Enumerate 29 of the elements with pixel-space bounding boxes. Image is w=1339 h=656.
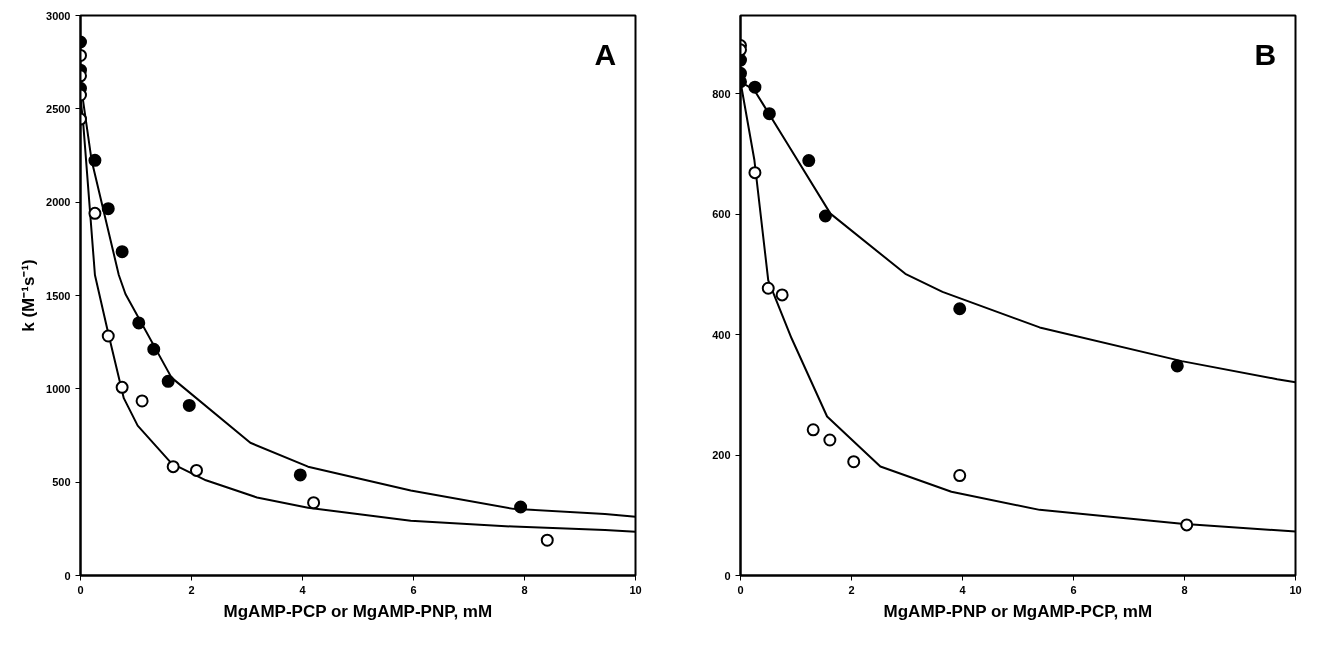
annotation: B bbox=[1254, 37, 1277, 71]
x-tick-label: 4 bbox=[959, 583, 967, 596]
x-tick-label: 8 bbox=[521, 583, 528, 596]
x-axis-title: MgAMP-PCP or MgAMP-PNP, mM bbox=[223, 601, 493, 621]
x-tick-label: 4 bbox=[299, 583, 307, 596]
x-tick-label: 2 bbox=[188, 583, 195, 596]
y-tick-label: 3000 bbox=[46, 9, 71, 22]
y-tick-label: 200 bbox=[712, 449, 731, 462]
y-tick-label: 400 bbox=[712, 328, 731, 341]
y-tick-label: 500 bbox=[52, 476, 71, 489]
x-tick-label: 6 bbox=[410, 583, 417, 596]
y-tick-label: 2500 bbox=[46, 102, 71, 115]
x-tick-label: 8 bbox=[1181, 583, 1188, 596]
x-tick-label: 6 bbox=[1070, 583, 1077, 596]
x-tick-label: 10 bbox=[1289, 583, 1302, 596]
y-tick-label: 800 bbox=[712, 87, 731, 100]
annotation: A bbox=[594, 37, 617, 71]
y-tick-label: 0 bbox=[724, 569, 731, 582]
y-tick-label: 1000 bbox=[46, 382, 71, 395]
y-tick-label: 2000 bbox=[46, 196, 71, 209]
x-tick-label: 0 bbox=[77, 583, 84, 596]
x-tick-label: 2 bbox=[848, 583, 855, 596]
y-tick-label: 600 bbox=[712, 208, 731, 221]
x-axis-title: MgAMP-PNP or MgAMP-PCP, mM bbox=[883, 601, 1153, 621]
y-tick-label: 1500 bbox=[46, 289, 71, 302]
y-axis-title: k (M⁻¹s⁻¹) bbox=[19, 259, 39, 332]
y-tick-label: 0 bbox=[64, 569, 71, 582]
x-tick-label: 10 bbox=[629, 583, 642, 596]
x-tick-label: 0 bbox=[737, 583, 744, 596]
